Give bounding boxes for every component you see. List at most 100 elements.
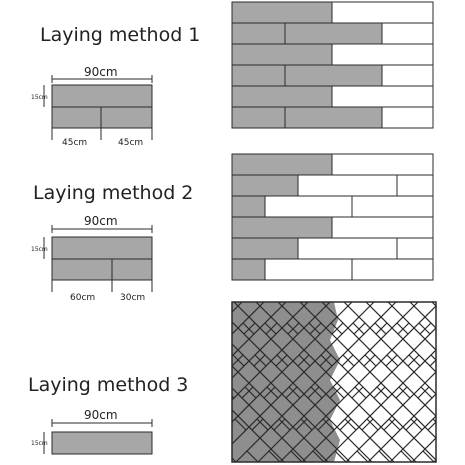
herringbone-seam [351, 386, 364, 399]
herringbone-seam [124, 291, 135, 302]
herringbone-seam [298, 354, 311, 367]
herringbone-seam [232, 409, 285, 462]
herringbone-seam [123, 355, 134, 366]
herringbone-seam [91, 387, 102, 398]
tile [51, 236, 153, 260]
method-3-width-label: 90cm [84, 408, 118, 422]
herringbone-seam [363, 354, 376, 367]
herringbone-seam [135, 387, 146, 398]
method-1-layout [231, 1, 434, 129]
herringbone-seam [386, 354, 399, 367]
herringbone-seam [169, 419, 180, 430]
method-2-title: Laying method 2 [33, 182, 194, 204]
herringbone-seam [232, 321, 373, 462]
herringbone-seam [455, 419, 465, 430]
herringbone-seam [234, 302, 235, 303]
herringbone-seam [365, 302, 436, 373]
herringbone-seam [300, 418, 313, 431]
herringbone-seam [232, 302, 353, 423]
herringbone-seam [232, 387, 307, 462]
herringbone-seam [441, 323, 452, 334]
herringbone-seam [388, 302, 389, 303]
herringbone-seam [300, 302, 301, 303]
herringbone-seam [453, 355, 464, 366]
herringbone-seam [200, 323, 211, 334]
herringbone-seam [307, 386, 320, 399]
herringbone-seam [279, 305, 436, 462]
herringbone-seam [276, 354, 289, 367]
herringbone-seam [286, 322, 299, 335]
herringbone-seam [361, 418, 374, 431]
herringbone-seam [234, 418, 247, 431]
herringbone-seam [256, 302, 257, 303]
herringbone-seam [422, 450, 435, 462]
herringbone-seam [366, 302, 367, 303]
herringbone-seam [427, 421, 436, 431]
herringbone-seam [374, 322, 387, 335]
herringbone-seam [443, 387, 454, 398]
herringbone-seam [242, 322, 255, 335]
herringbone-seam [264, 322, 277, 335]
herringbone-seam [268, 450, 281, 462]
herringbone-seam [232, 302, 265, 335]
herringbone-seam [456, 302, 465, 462]
herringbone-seam [420, 386, 433, 399]
herringbone-seam [410, 418, 423, 431]
herringbone-seam [232, 365, 329, 462]
herringbone-seam [81, 419, 92, 430]
herringbone-seam [407, 354, 420, 367]
herringbone-seam [383, 418, 396, 431]
tile [100, 106, 153, 129]
herringbone-seam [241, 386, 254, 399]
herringbone-seam [312, 450, 325, 462]
tile [51, 84, 153, 108]
herringbone-seam [389, 415, 436, 462]
herringbone-seam [125, 419, 136, 430]
herringbone-seam [432, 418, 436, 423]
herringbone-seam [188, 355, 199, 366]
herringbone-seam [329, 386, 342, 399]
herringbone-seam [157, 387, 168, 398]
herringbone-seam [213, 419, 224, 430]
herringbone-seam [442, 323, 453, 334]
herringbone-seam [352, 322, 365, 335]
herringbone-seam [257, 302, 419, 462]
herringbone-seam [378, 450, 391, 462]
herringbone-seam [199, 323, 210, 334]
herringbone-seam [145, 355, 156, 366]
method-1-width-label: 90cm [84, 65, 118, 79]
tile [51, 431, 153, 455]
herringbone-seam [432, 302, 433, 303]
herringbone-seam [288, 386, 301, 399]
herringbone-seam [244, 386, 257, 399]
herringbone-seam [27, 451, 38, 462]
herringbone-seam [211, 355, 222, 366]
herringbone-seam [273, 418, 286, 431]
herringbone-seam [299, 302, 436, 439]
herringbone-seam [232, 343, 351, 462]
herringbone-seam [398, 386, 411, 399]
herringbone-seam [232, 333, 233, 334]
herringbone-seam [454, 302, 465, 462]
herringbone-seam [290, 450, 303, 462]
herringbone-seam [113, 387, 124, 398]
herringbone-seam [419, 322, 432, 335]
herringbone-seam [376, 386, 389, 399]
method-2-segment-2-label: 30cm [120, 293, 146, 303]
herringbone-seam [341, 354, 354, 367]
herringbone-seam [387, 302, 436, 351]
herringbone-seam [322, 302, 323, 303]
method-2-segment-1-label: 60cm [70, 293, 96, 303]
herringbone-seam [168, 291, 179, 302]
herringbone-seam [232, 302, 309, 379]
herringbone-seam [320, 354, 333, 367]
method-1-height-label: 15cm [31, 94, 48, 101]
method-1-title: Laying method 1 [40, 24, 201, 46]
herringbone-seam [342, 354, 355, 367]
herringbone-seam [452, 355, 463, 366]
herringbone-seam [263, 386, 276, 399]
herringbone-seam [297, 354, 310, 367]
herringbone-seam [277, 302, 436, 461]
herringbone-seam [366, 418, 379, 431]
